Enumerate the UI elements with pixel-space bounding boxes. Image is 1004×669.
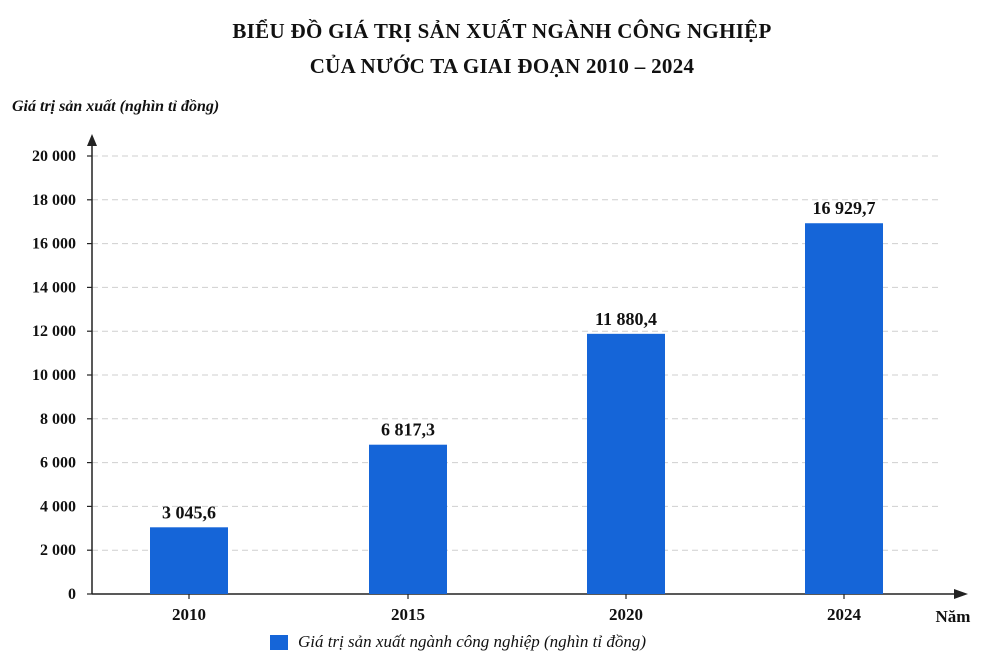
x-axis-label: Năm	[936, 607, 971, 626]
y-axis-arrow	[87, 134, 97, 146]
y-tick-label: 12 000	[32, 323, 76, 340]
y-tick-label: 20 000	[32, 148, 76, 165]
y-tick-label: 10 000	[32, 367, 76, 384]
y-tick-label: 2 000	[40, 542, 76, 559]
legend-swatch	[270, 634, 288, 650]
legend-label: Giá trị sản xuất ngành công nghiệp (nghì…	[298, 632, 647, 651]
y-tick-label: 6 000	[40, 455, 76, 472]
legend: Giá trị sản xuất ngành công nghiệp (nghì…	[270, 632, 646, 652]
bar	[805, 223, 883, 594]
x-tick-label: 2010	[172, 605, 206, 624]
bar-value-label: 6 817,3	[381, 420, 435, 440]
chart-title-line-2: CỦA NƯỚC TA GIAI ĐOẠN 2010 – 2024	[309, 54, 695, 78]
bar-value-label: 11 880,4	[595, 309, 657, 329]
y-tick-label: 14 000	[32, 279, 76, 296]
y-tick-label: 8 000	[40, 411, 76, 428]
x-tick-label: 2015	[391, 605, 425, 624]
y-axis-label: Giá trị sản xuất (nghìn tỉ đồng)	[12, 98, 220, 115]
y-tick-label: 0	[68, 586, 76, 603]
x-axis-arrow	[954, 589, 968, 599]
chart-title-line-1: BIỂU ĐỒ GIÁ TRỊ SẢN XUẤT NGÀNH CÔNG NGHI…	[232, 19, 772, 43]
bar	[587, 333, 665, 594]
bar-value-label: 3 045,6	[162, 502, 216, 522]
bar	[369, 444, 447, 594]
bar	[150, 527, 228, 594]
y-tick-label: 18 000	[32, 192, 76, 209]
y-tick-label: 4 000	[40, 498, 76, 515]
x-tick-label: 2020	[609, 605, 643, 624]
bar-value-label: 16 929,7	[813, 198, 876, 218]
x-tick-label: 2024	[827, 605, 862, 624]
y-tick-label: 16 000	[32, 236, 76, 253]
